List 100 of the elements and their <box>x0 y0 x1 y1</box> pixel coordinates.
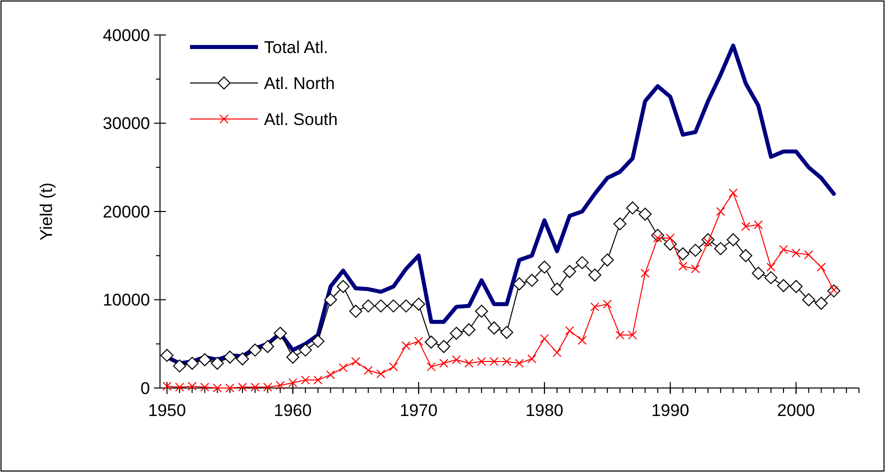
y-tick-label: 20000 <box>102 202 150 222</box>
point <box>802 293 816 306</box>
point <box>527 354 536 364</box>
point <box>326 370 336 380</box>
point <box>552 348 562 358</box>
point <box>490 357 499 366</box>
point <box>814 296 828 310</box>
point <box>261 340 274 354</box>
point <box>175 382 184 392</box>
point <box>311 334 324 348</box>
point <box>324 293 338 306</box>
point <box>426 362 436 372</box>
point <box>298 344 312 357</box>
point <box>386 299 400 312</box>
point <box>777 279 790 292</box>
point <box>640 268 650 278</box>
point <box>741 222 750 231</box>
point <box>374 299 388 312</box>
point <box>676 247 690 260</box>
point <box>313 376 322 385</box>
y-tick-label: 10000 <box>102 290 150 310</box>
point <box>766 262 776 272</box>
point <box>173 359 186 372</box>
point <box>402 341 411 350</box>
point <box>210 356 224 370</box>
point <box>338 363 348 372</box>
point <box>349 304 362 318</box>
point <box>563 265 576 278</box>
point <box>540 334 549 344</box>
point <box>538 260 551 274</box>
point <box>200 382 210 392</box>
point <box>475 304 488 318</box>
point <box>439 358 448 368</box>
x-tick-label: 1970 <box>400 401 438 420</box>
point <box>364 366 373 375</box>
point <box>602 300 612 309</box>
point <box>716 207 726 216</box>
legend-label: Total Atl. <box>264 38 328 57</box>
x-tick-label: 1960 <box>274 401 312 420</box>
point <box>525 274 538 287</box>
point <box>414 336 424 346</box>
point <box>351 357 360 366</box>
point <box>804 250 814 260</box>
legend-label: Atl. South <box>264 110 338 129</box>
point <box>779 244 788 254</box>
point <box>628 330 638 340</box>
point <box>288 378 298 388</box>
point <box>590 302 600 312</box>
point <box>300 376 310 385</box>
point <box>792 248 801 258</box>
point <box>613 217 626 230</box>
point <box>600 254 614 267</box>
point <box>236 352 249 366</box>
point <box>588 268 602 282</box>
y-tick-label: 40000 <box>102 26 150 45</box>
point <box>752 266 765 280</box>
point <box>462 323 476 336</box>
point <box>764 271 778 284</box>
point <box>626 201 640 214</box>
point <box>514 358 524 368</box>
point <box>512 277 526 290</box>
point <box>739 249 752 262</box>
point <box>248 344 262 357</box>
point <box>336 280 350 294</box>
point <box>550 282 564 296</box>
point <box>186 356 199 370</box>
point <box>502 357 512 366</box>
y-tick-label: 0 <box>140 378 150 398</box>
point <box>688 244 702 257</box>
point <box>162 382 172 391</box>
point <box>576 256 589 270</box>
point <box>816 262 826 272</box>
point <box>437 340 450 354</box>
point <box>376 369 386 378</box>
point <box>263 382 272 392</box>
point <box>286 350 300 364</box>
point <box>728 188 738 198</box>
point <box>477 357 486 366</box>
point <box>223 350 236 364</box>
point <box>452 355 461 364</box>
point <box>160 348 174 362</box>
y-axis-title: Yield (t) <box>37 182 56 240</box>
point <box>274 326 287 340</box>
point <box>790 280 803 294</box>
point <box>198 353 212 366</box>
point <box>500 326 514 339</box>
point <box>212 384 222 392</box>
point <box>450 326 463 340</box>
point <box>388 362 398 372</box>
point <box>565 326 574 336</box>
point <box>488 321 501 334</box>
point <box>726 233 740 246</box>
point <box>615 330 624 340</box>
point <box>238 382 247 392</box>
point <box>638 208 652 221</box>
point <box>250 382 260 392</box>
x-tick-label: 1950 <box>148 401 186 420</box>
point <box>424 336 438 349</box>
point <box>690 264 700 274</box>
x-tick-label: 1990 <box>651 401 690 420</box>
